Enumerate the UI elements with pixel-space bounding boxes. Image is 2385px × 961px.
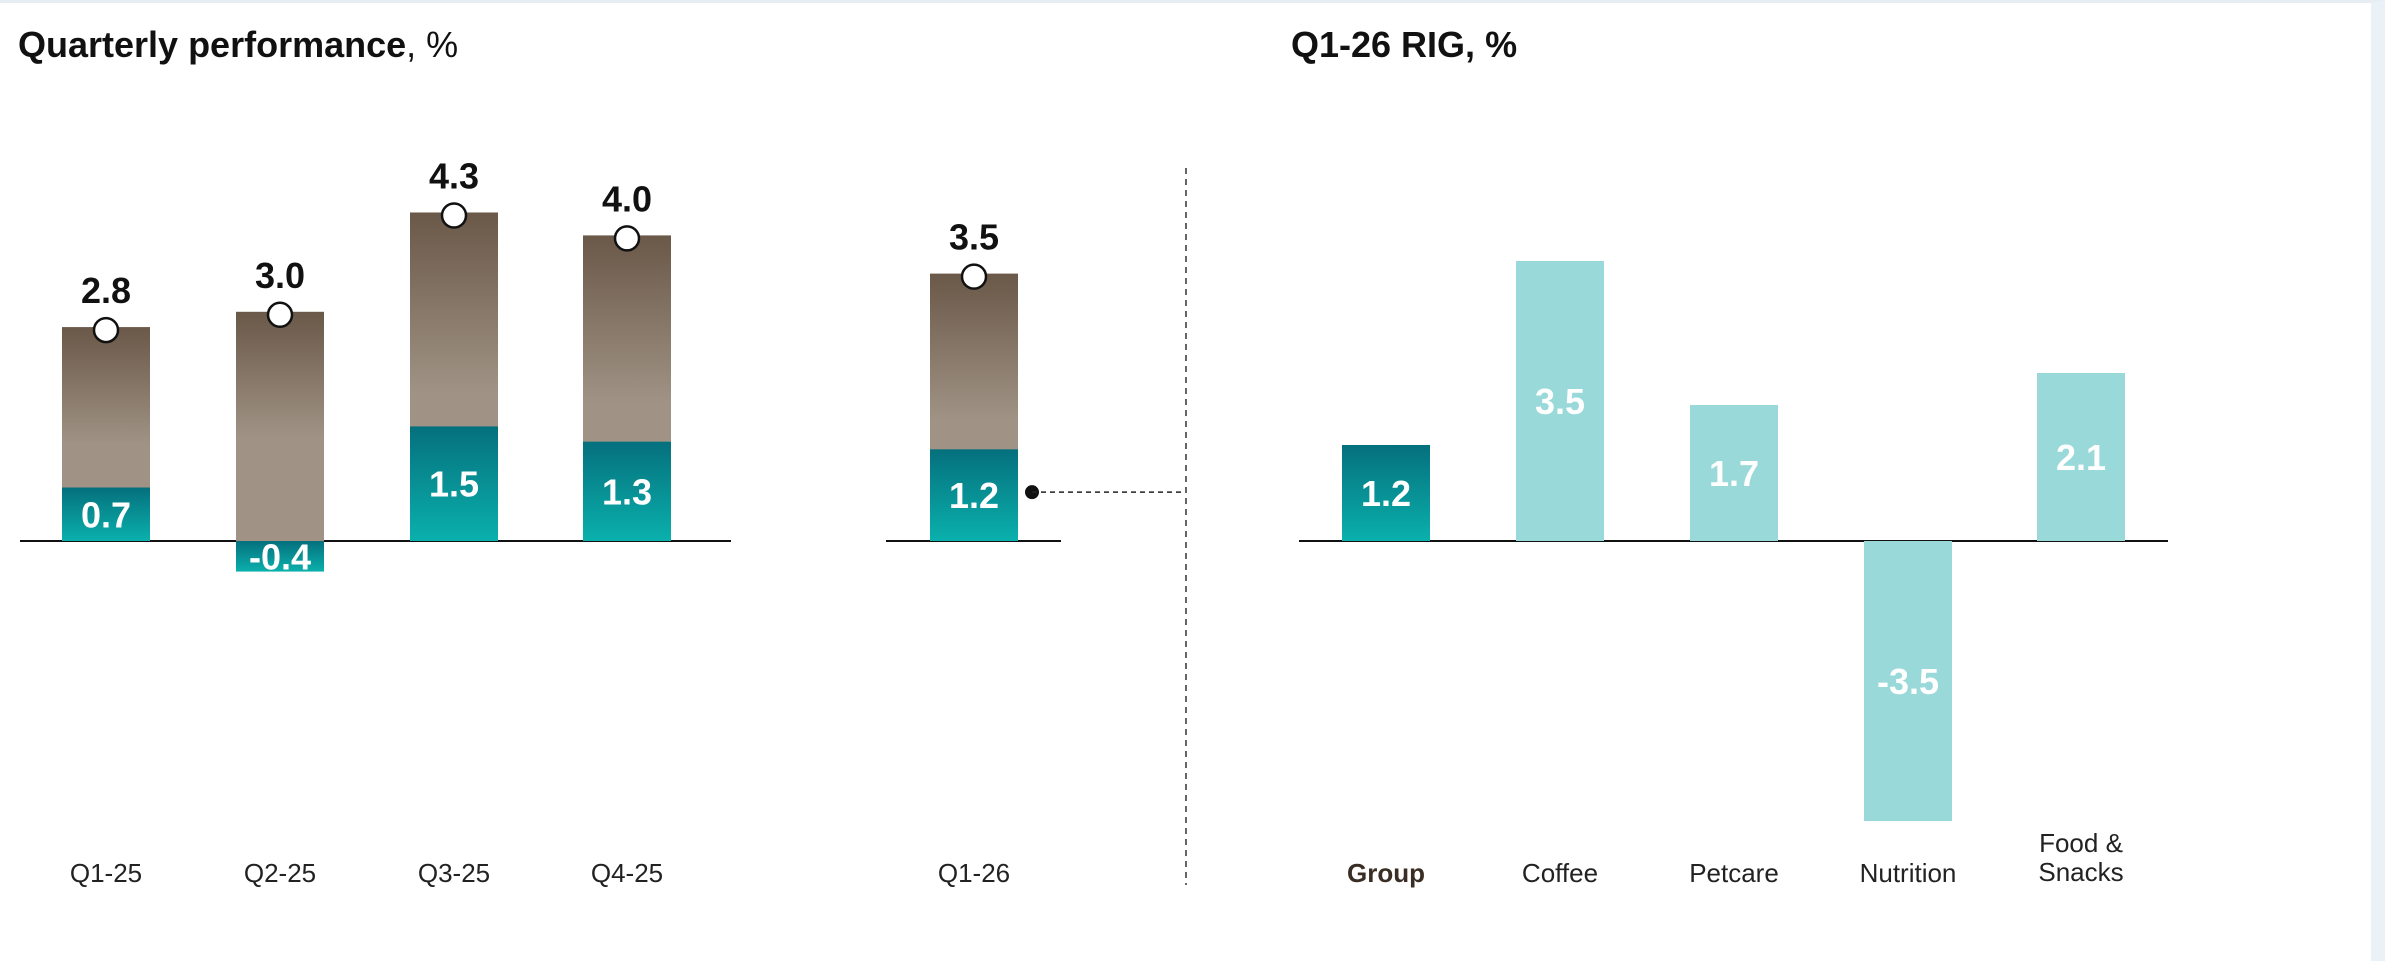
category-label: Coffee: [1522, 858, 1598, 888]
category-label: Q2-25: [244, 858, 316, 888]
category-label: Q3-25: [418, 858, 490, 888]
category-label: Q1-25: [70, 858, 142, 888]
inner-bar: [236, 541, 324, 572]
rig-bar: [1342, 445, 1430, 541]
total-marker: [92, 316, 120, 344]
rig-value-label: 3.5: [1535, 381, 1585, 422]
rig-value-label: -3.5: [1877, 661, 1939, 702]
total-value-label: 4.3: [429, 155, 479, 196]
inner-bar: [583, 441, 671, 541]
rig-value-label: 1.7: [1709, 453, 1759, 494]
rig-value-label: 2.1: [2056, 437, 2106, 478]
category-label: Q1-26: [938, 858, 1010, 888]
inner-value-label: 1.3: [602, 471, 652, 512]
inner-bar: [930, 449, 1018, 541]
total-marker: [440, 202, 468, 229]
rig-bar: [1516, 261, 1604, 541]
inner-value-label: 1.2: [949, 475, 999, 516]
total-marker: [266, 301, 294, 329]
rig-bar: [2037, 373, 2125, 541]
right-chart-title: Q1-26 RIG, %: [1291, 24, 1518, 65]
category-label: Q4-25: [591, 858, 663, 888]
inner-bar: [410, 426, 498, 541]
category-label: Petcare: [1689, 858, 1779, 888]
rig-bar: [1690, 405, 1778, 541]
total-value-label: 2.8: [81, 270, 131, 311]
inner-value-label: -0.4: [249, 536, 311, 577]
rig-value-label: 1.2: [1361, 473, 1411, 514]
total-value-label: 4.0: [602, 178, 652, 219]
left-chart-title: Quarterly performance, %: [18, 24, 459, 65]
rig-bar: [1864, 541, 1952, 821]
total-marker: [613, 225, 641, 252]
category-label: Nutrition: [1860, 858, 1957, 888]
inner-bar: [62, 487, 150, 541]
total-marker: [960, 263, 988, 290]
category-label: Food & Snacks: [2038, 828, 2123, 887]
total-value-label: 3.5: [949, 217, 999, 258]
category-label: Group: [1347, 858, 1425, 888]
inner-value-label: 1.5: [429, 464, 479, 505]
total-bar: [236, 311, 324, 541]
total-value-label: 3.0: [255, 255, 305, 296]
inner-value-label: 0.7: [81, 494, 131, 535]
